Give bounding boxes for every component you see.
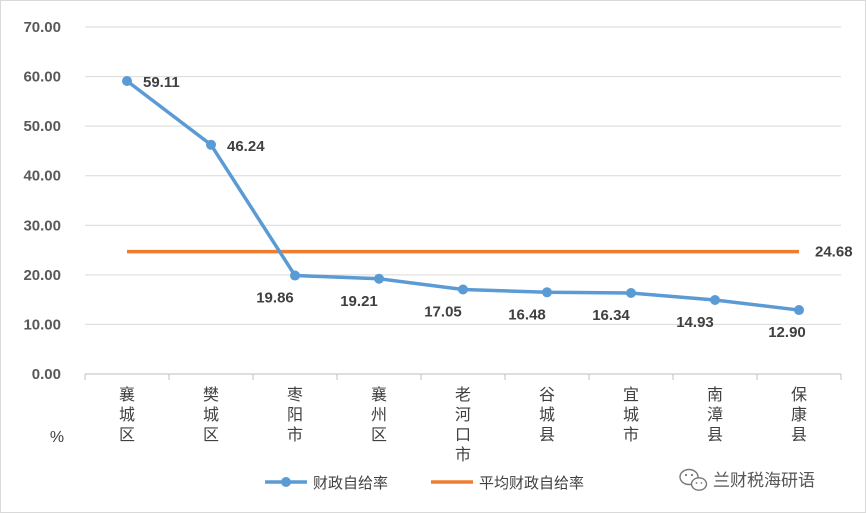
data-point	[206, 139, 216, 150]
y-tick-label: 10.00	[23, 316, 61, 333]
data-label: 16.48	[508, 306, 546, 323]
category-labels: 襄城区 樊城区 枣阳市 襄州区 老河口市 谷城县 宜城市 南漳县 保康县	[119, 385, 807, 464]
category-label: 襄州区	[371, 385, 387, 444]
data-point	[290, 270, 300, 281]
data-label: 17.05	[424, 303, 462, 320]
legend-marker-main	[281, 477, 291, 487]
data-point	[710, 294, 720, 305]
category-label: 宜城市	[623, 385, 639, 444]
data-point	[122, 75, 132, 86]
legend-label-average: 平均财政自给率	[479, 474, 584, 492]
legend-label-main: 财政自给率	[313, 474, 388, 492]
data-point	[794, 305, 804, 316]
data-label: 14.93	[676, 314, 714, 331]
data-point	[542, 287, 552, 298]
series-line	[125, 79, 800, 312]
data-label: 19.86	[256, 290, 294, 307]
data-label: 19.21	[340, 293, 378, 310]
category-label: 老河口市	[455, 385, 471, 464]
average-series: 24.68	[127, 244, 853, 261]
y-tick-label: 0.00	[32, 366, 61, 383]
y-tick-label: 70.00	[23, 19, 61, 36]
legend: 财政自给率 平均财政自给率	[265, 474, 584, 492]
y-tick-label: 50.00	[23, 118, 61, 135]
y-axis-ticks: 70.00 60.00 50.00 40.00 30.00 20.00 10.00 0.00	[23, 19, 61, 383]
category-label: 枣阳市	[287, 385, 303, 444]
grid-lines	[85, 26, 841, 325]
data-label: 12.90	[768, 324, 806, 341]
data-label: 59.11	[143, 74, 180, 91]
watermark-text: 兰财税海研语	[713, 471, 815, 491]
category-label: 襄城区	[119, 385, 135, 444]
wechat-icon	[679, 468, 708, 491]
unit-label: %	[50, 429, 64, 446]
data-point	[626, 288, 636, 299]
y-tick-label: 20.00	[23, 267, 61, 284]
data-point	[458, 284, 468, 295]
watermark: 兰财税海研语	[679, 468, 815, 491]
data-point	[374, 273, 384, 284]
data-label: 46.24	[227, 138, 265, 155]
category-label: 樊城区	[203, 385, 219, 444]
average-value-label: 24.68	[815, 244, 853, 261]
y-tick-label: 60.00	[23, 69, 61, 86]
main-series: 59.11 46.24 19.86 19.21 17.05 16.48 16.34 14.93…	[122, 74, 806, 341]
category-label: 谷城县	[539, 385, 555, 444]
data-label: 16.34	[592, 307, 630, 324]
y-tick-label: 30.00	[23, 217, 61, 234]
x-axis	[84, 373, 842, 380]
category-label: 保康县	[791, 385, 807, 444]
y-tick-label: 40.00	[23, 168, 61, 185]
category-label: 南漳县	[707, 385, 723, 444]
